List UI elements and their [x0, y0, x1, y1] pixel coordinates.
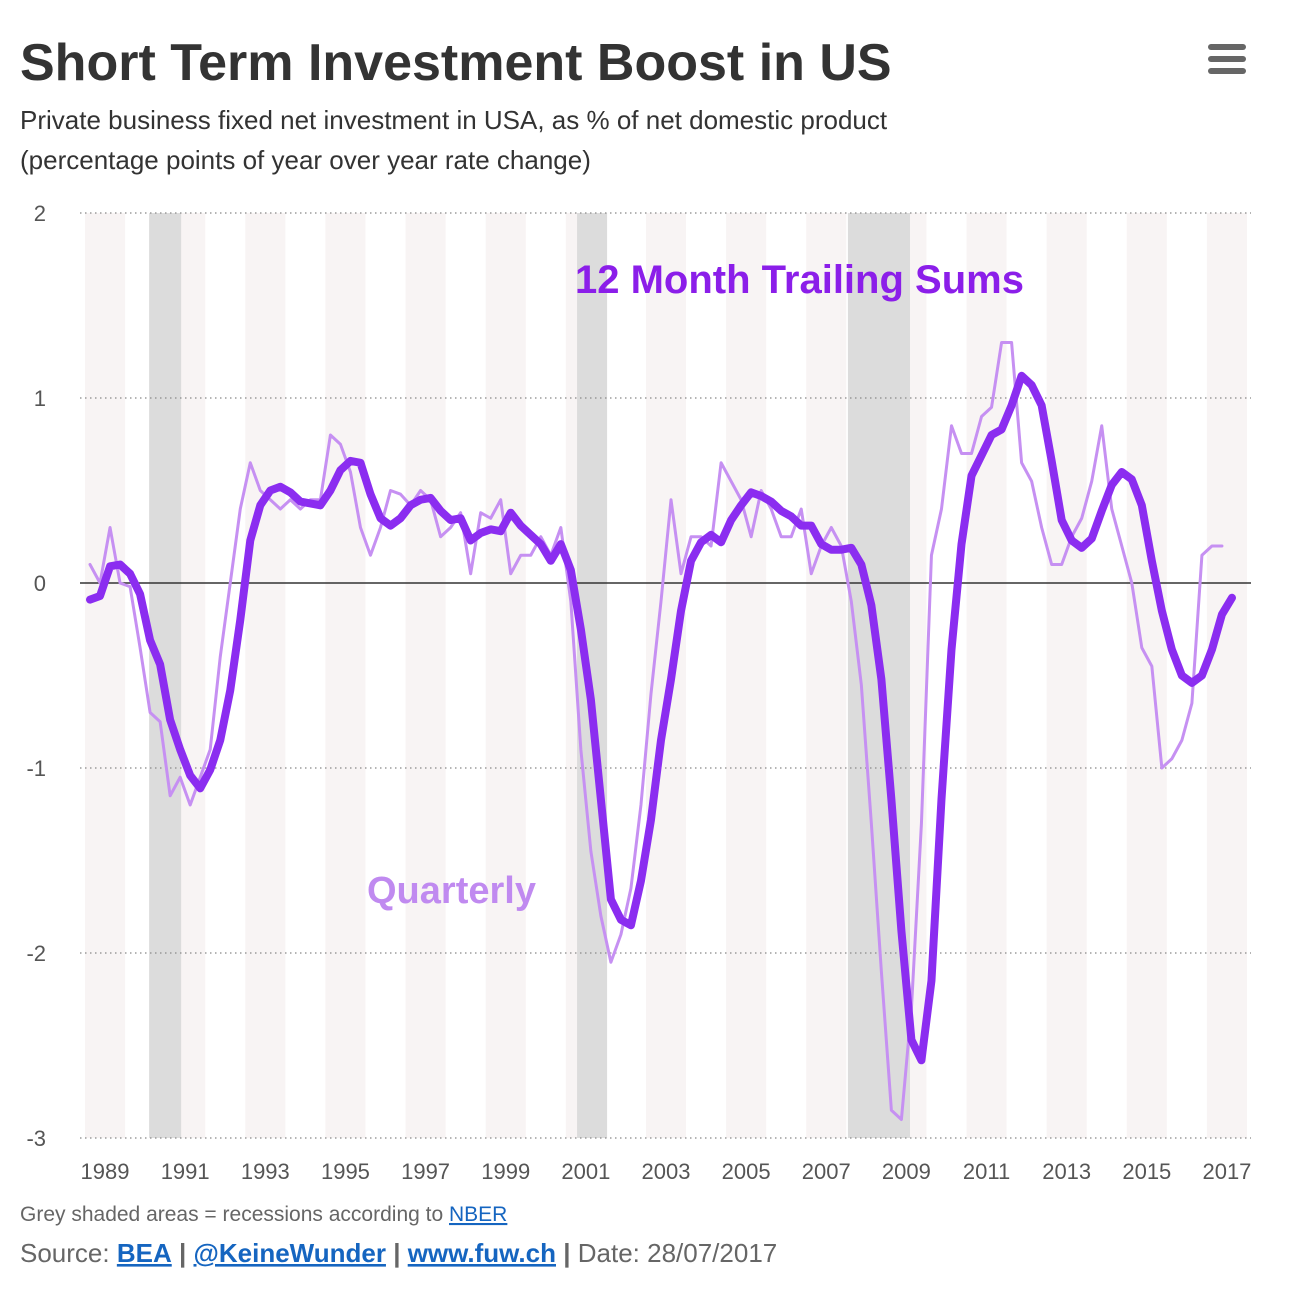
separator: | — [179, 1238, 186, 1268]
menu-icon[interactable] — [1208, 44, 1246, 74]
annotation: Quarterly — [367, 870, 536, 912]
source-label: Source: — [20, 1238, 110, 1268]
subtitle: (percentage points of year over year rat… — [20, 145, 591, 175]
separator: | — [393, 1238, 400, 1268]
y-tick-label: 1 — [34, 386, 46, 411]
x-tick-label: 2007 — [802, 1159, 851, 1184]
year-band — [245, 213, 286, 1138]
x-tick-label: 2003 — [642, 1159, 691, 1184]
year-band — [1046, 213, 1087, 1138]
x-tick-label: 2015 — [1122, 1159, 1171, 1184]
x-tick-label: 2009 — [882, 1159, 931, 1184]
link[interactable]: @KeineWunder — [194, 1238, 386, 1268]
x-tick-label: 2005 — [722, 1159, 771, 1184]
chart-title: Short Term Investment Boost in US — [20, 34, 892, 92]
x-tick-label: 2013 — [1042, 1159, 1091, 1184]
year-band — [85, 213, 126, 1138]
year-band — [405, 213, 446, 1138]
menu-bar[interactable] — [1208, 44, 1246, 50]
source: Source: BEA | @KeineWunder | www.fuw.ch … — [20, 1238, 777, 1268]
separator: | — [563, 1238, 570, 1268]
year-band — [966, 213, 1007, 1138]
y-tick-label: -2 — [26, 941, 46, 966]
x-tick-label: 1993 — [241, 1159, 290, 1184]
menu-bar[interactable] — [1208, 68, 1246, 74]
x-tick-label: 1999 — [481, 1159, 530, 1184]
year-band — [806, 213, 847, 1138]
x-tick-label: 1995 — [321, 1159, 370, 1184]
recession-band — [577, 213, 608, 1138]
y-tick-label: 2 — [34, 201, 46, 226]
year-band — [1126, 213, 1167, 1138]
menu-bar[interactable] — [1208, 56, 1246, 62]
link[interactable]: NBER — [449, 1203, 507, 1226]
x-tick-label: 1989 — [81, 1159, 130, 1184]
x-tick-label: 2017 — [1202, 1159, 1251, 1184]
footnote-text: Grey shaded areas = recessions according… — [20, 1203, 443, 1226]
y-tick-label: -1 — [26, 756, 46, 781]
footnote: Grey shaded areas = recessions according… — [20, 1203, 507, 1226]
y-tick-label: -3 — [26, 1126, 46, 1151]
year-band — [1206, 213, 1247, 1138]
x-tick-label: 1997 — [401, 1159, 450, 1184]
series-line — [88, 341, 1224, 1121]
link[interactable]: BEA — [117, 1238, 172, 1268]
x-tick-label: 1991 — [161, 1159, 210, 1184]
series-line — [86, 371, 1236, 1065]
year-band — [325, 213, 366, 1138]
x-tick-label: 2011 — [963, 1159, 1010, 1184]
year-band — [726, 213, 767, 1138]
link[interactable]: www.fuw.ch — [407, 1238, 556, 1268]
source-date: Date: 28/07/2017 — [578, 1238, 778, 1268]
subtitle: Private business fixed net investment in… — [20, 105, 888, 135]
plot-area: -3 -2 -1 0 1 2 1989 1991 1993 1995 1997 1999 2001 200… — [26, 201, 1251, 1184]
year-band — [485, 213, 526, 1138]
x-tick-label: 2001 — [561, 1159, 610, 1184]
y-tick-label: 0 — [34, 571, 46, 596]
annotation: 12 Month Trailing Sums — [575, 258, 1024, 302]
